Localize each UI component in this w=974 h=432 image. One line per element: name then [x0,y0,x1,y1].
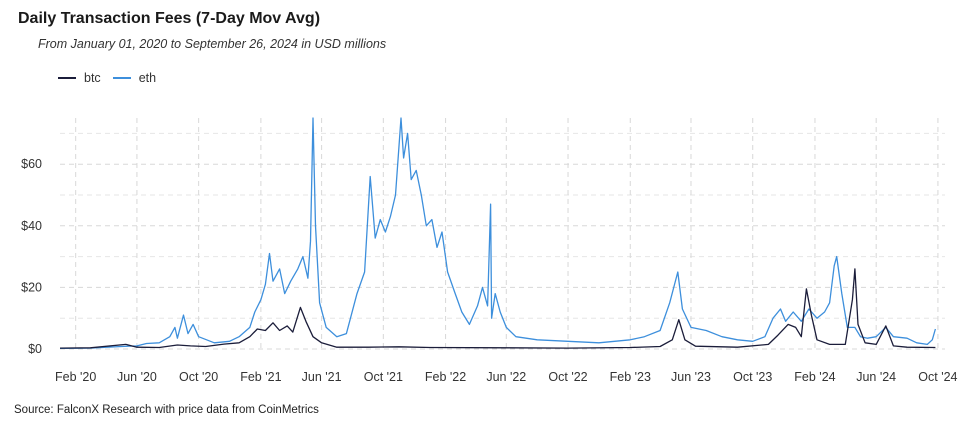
chart-title: Daily Transaction Fees (7-Day Mov Avg) [18,10,321,27]
series-line-eth [59,117,937,350]
x-tick-label: Jun '22 [486,370,526,384]
legend-swatch-btc [58,77,76,79]
x-tick-label: Oct '23 [733,370,772,384]
x-tick-label: Feb '20 [55,370,96,384]
x-tick-label: Feb '24 [794,370,835,384]
legend-swatch-eth [112,77,131,79]
x-tick-label: Oct '24 [918,370,957,384]
y-tick-label: $60 [21,157,42,171]
legend-item-btc: btc [58,71,101,85]
x-tick-label: Feb '22 [425,370,466,384]
y-tick-label: $0 [28,342,42,356]
y-tick-label: $20 [21,280,42,294]
x-tick-label: Jun '20 [117,370,157,384]
legend-label-eth: eth [138,71,157,85]
x-tick-label: Feb '23 [610,370,651,384]
source-note: Source: FalconX Research with price data… [14,404,319,416]
chart-subtitle: From January 01, 2020 to September 26, 2… [38,37,387,51]
series-line-btc [59,268,936,349]
x-tick-label: Jun '23 [671,370,711,384]
x-tick-label: Jun '24 [856,370,896,384]
x-tick-label: Oct '20 [179,370,218,384]
line-chart: $0 $20 $40 $60 Feb '20 Jun '20 Oct '20 Feb '21 J… [21,117,958,384]
y-tick-label: $40 [21,219,42,233]
x-tick-label: Oct '22 [548,370,587,384]
legend: btc eth [58,71,160,85]
x-tick-label: Oct '21 [364,370,403,384]
x-tick-label: Feb '21 [240,370,281,384]
legend-item-eth: eth [112,71,157,85]
x-tick-label: Jun '21 [302,370,342,384]
legend-label-btc: btc [84,71,101,85]
